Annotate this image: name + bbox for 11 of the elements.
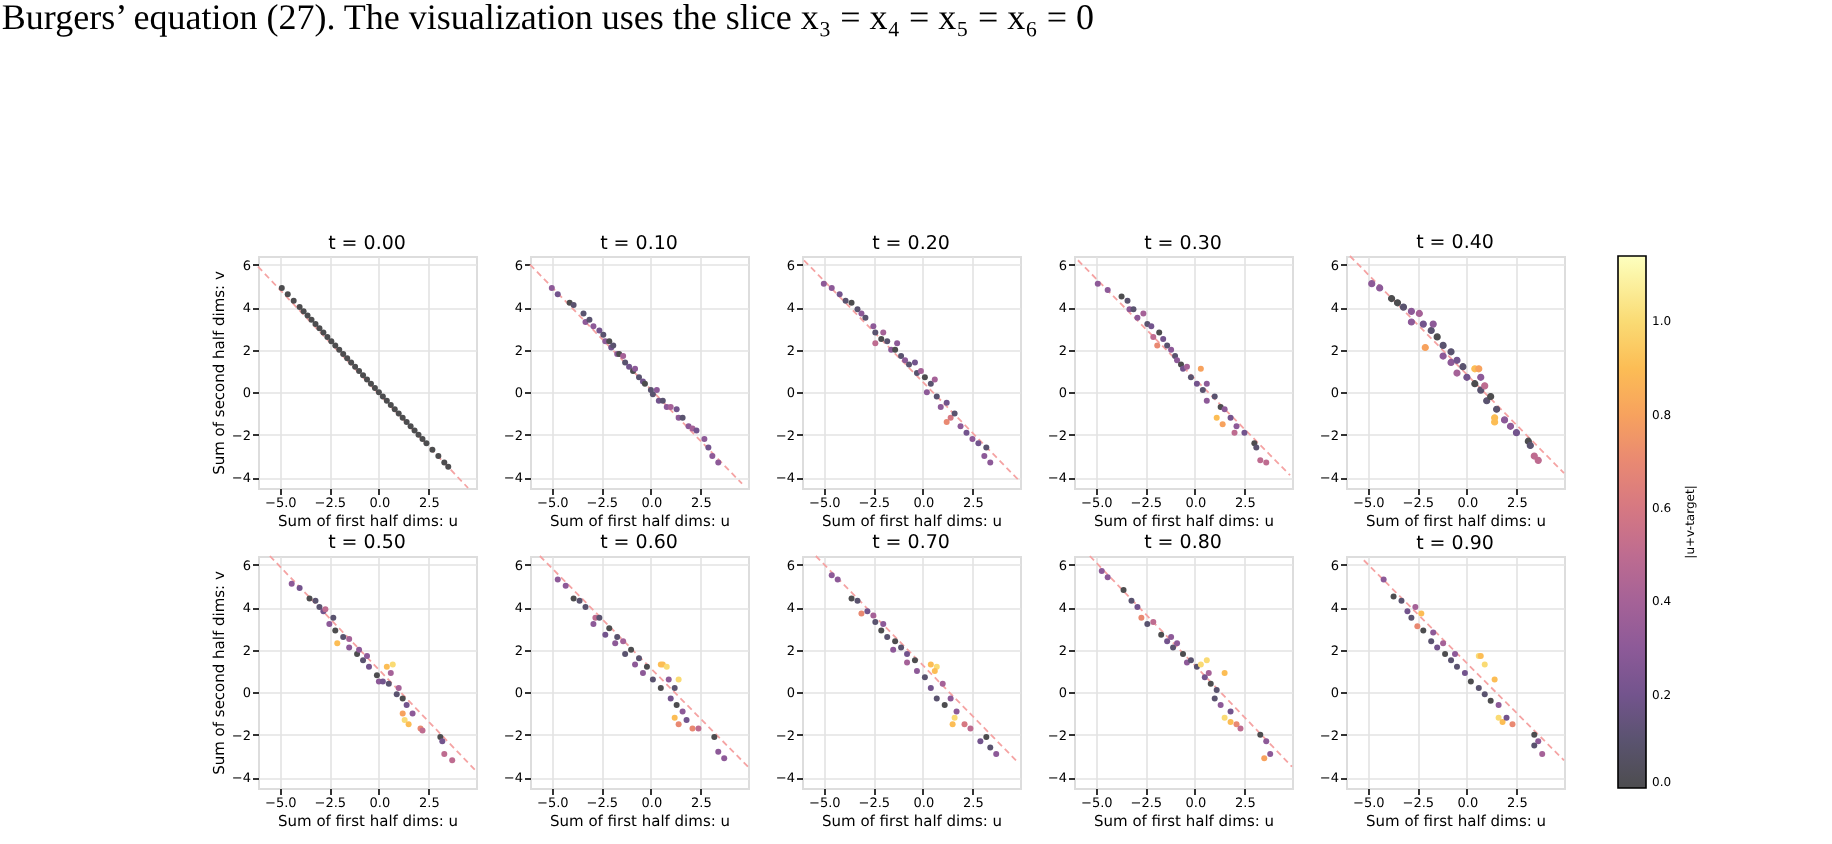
chart-title: t = 0.60 xyxy=(600,532,678,555)
text: Burgers’ equation (27). The visualization uses the slice x₃ = x₄ = x₅ = x₆ = 0 xyxy=(1,0,1095,38)
chart-title: t = 0.80 xyxy=(1144,532,1222,555)
chart-title: t = 0.40 xyxy=(1416,232,1494,255)
chart-title: t = 0.50 xyxy=(328,532,406,555)
chart-title: t = 0.10 xyxy=(600,233,678,255)
chart-title: t = 0.70 xyxy=(872,532,950,555)
chart-title: t = 0.20 xyxy=(872,233,950,255)
chart-title: t = 0.30 xyxy=(1144,233,1222,255)
chart-title: t = 0.00 xyxy=(328,233,406,255)
chart-title: t = 0.90 xyxy=(1416,533,1494,555)
